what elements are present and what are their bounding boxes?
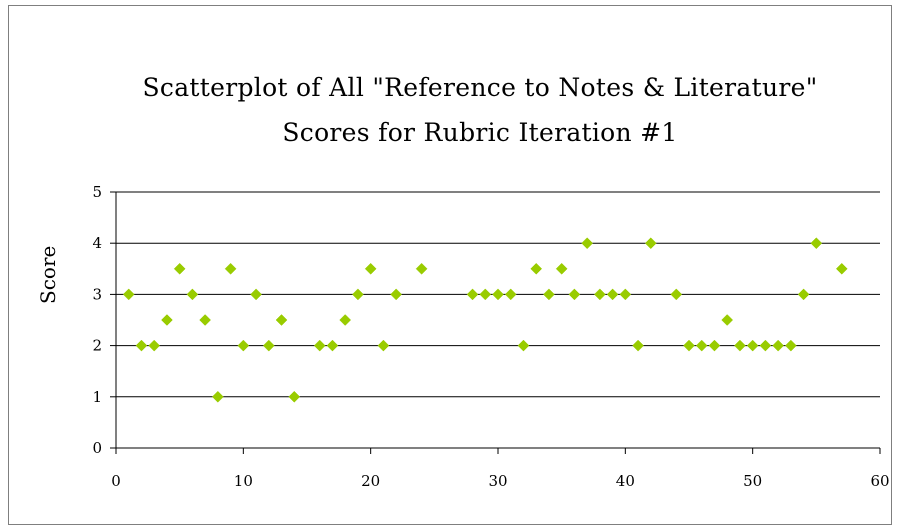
data-point-27 — [530, 262, 543, 275]
data-point-41 — [721, 314, 734, 326]
data-point-5 — [186, 288, 199, 301]
data-point-29 — [555, 262, 568, 275]
data-point-18 — [364, 262, 377, 275]
x-tick-label-3: 30 — [488, 472, 507, 490]
data-point-14 — [313, 339, 326, 352]
x-tick-label-4: 40 — [616, 472, 635, 490]
data-point-28 — [543, 288, 555, 301]
data-point-24 — [492, 288, 504, 301]
data-point-20 — [390, 288, 402, 301]
data-point-22 — [466, 288, 479, 301]
x-tick-label-5: 50 — [743, 472, 762, 490]
chart-title-line-2: Scores for Rubric Iteration #1 — [282, 118, 678, 147]
data-point-44 — [759, 339, 772, 352]
data-point-35 — [632, 339, 644, 352]
x-tick-label-6: 60 — [870, 472, 889, 490]
data-point-25 — [504, 288, 517, 301]
data-point-32 — [594, 288, 606, 301]
data-point-37 — [670, 288, 683, 301]
data-point-39 — [695, 339, 708, 352]
chart-title-line-1: Scatterplot of All "Reference to Notes &… — [142, 73, 818, 102]
data-point-46 — [785, 339, 797, 352]
data-point-2 — [148, 339, 161, 352]
x-tick-label-0: 0 — [111, 472, 121, 490]
data-point-42 — [734, 339, 746, 352]
data-point-47 — [797, 288, 810, 301]
data-point-12 — [275, 314, 288, 326]
data-point-6 — [199, 314, 211, 326]
y-tick-label-3: 3 — [92, 285, 102, 303]
y-tick-label-5: 5 — [92, 183, 102, 201]
data-point-13 — [288, 390, 301, 403]
data-point-19 — [377, 339, 390, 352]
data-point-7 — [212, 390, 224, 403]
data-point-15 — [326, 339, 339, 352]
data-point-23 — [479, 288, 492, 301]
data-point-30 — [568, 288, 581, 301]
y-tick-label-2: 2 — [92, 337, 102, 355]
data-point-1 — [135, 339, 148, 352]
data-point-17 — [352, 288, 364, 301]
data-point-36 — [644, 237, 657, 250]
data-point-9 — [237, 339, 250, 352]
y-tick-label-4: 4 — [92, 234, 102, 252]
data-point-11 — [262, 339, 275, 352]
data-point-48 — [810, 237, 823, 250]
y-tick-label-1: 1 — [92, 388, 102, 406]
data-point-33 — [606, 288, 619, 301]
data-point-16 — [339, 314, 352, 326]
data-point-21 — [415, 262, 428, 275]
data-point-0 — [122, 288, 135, 301]
x-tick-label-1: 10 — [234, 472, 253, 490]
data-point-3 — [161, 314, 173, 326]
data-point-31 — [581, 237, 593, 250]
data-point-40 — [708, 339, 721, 352]
data-point-4 — [173, 262, 186, 275]
chart-frame — [8, 5, 892, 525]
data-point-43 — [746, 339, 759, 352]
data-point-10 — [250, 288, 262, 301]
data-point-8 — [224, 262, 237, 275]
data-point-26 — [517, 339, 530, 352]
data-point-38 — [683, 339, 695, 352]
data-point-49 — [835, 262, 848, 275]
data-point-45 — [772, 339, 784, 352]
y-tick-label-0: 0 — [92, 439, 102, 457]
data-point-34 — [619, 288, 632, 301]
x-tick-label-2: 20 — [361, 472, 380, 490]
